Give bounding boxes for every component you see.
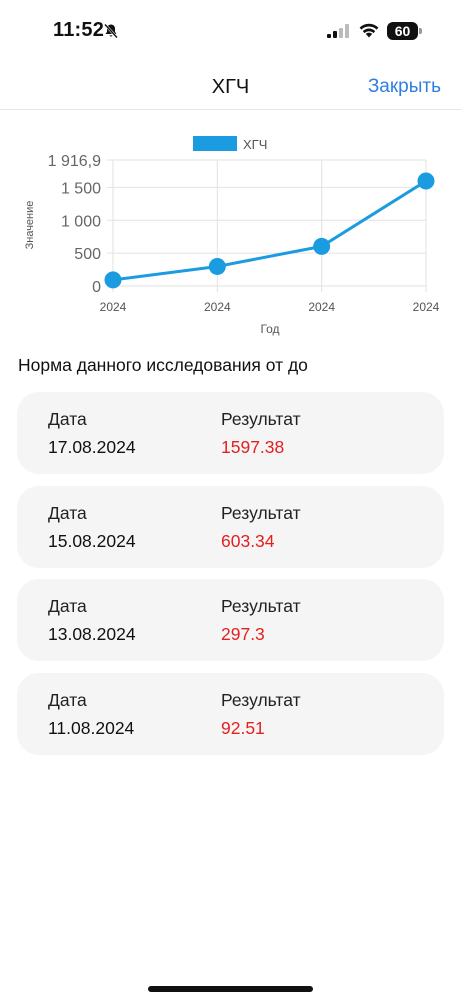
date-label: Дата <box>48 689 87 710</box>
x-tick-label: 2024 <box>413 300 440 314</box>
status-bar: 11:52 60 <box>0 0 461 60</box>
y-axis-title: Значение <box>24 201 36 250</box>
data-point <box>313 237 331 255</box>
legend-swatch <box>193 136 237 151</box>
page-title: ХГЧ <box>211 76 250 98</box>
x-tick-label: 2024 <box>100 300 127 314</box>
result-card[interactable]: Дата 13.08.2024 Результат 297.3 <box>17 579 444 661</box>
result-card[interactable]: Дата 17.08.2024 Результат 1597.38 <box>17 392 444 474</box>
date-value: 15.08.2024 <box>48 530 136 551</box>
status-time: 11:52 <box>53 19 105 41</box>
x-tick-label: 2024 <box>308 300 335 314</box>
line-chart: ХГЧ 0 500 1 000 1 500 1 916,9 2024 2024 2024 2024… <box>24 136 440 336</box>
battery-level: 60 <box>394 23 411 39</box>
y-tick-label: 500 <box>74 246 101 263</box>
result-label: Результат <box>221 596 301 616</box>
y-tick-label: 1 000 <box>61 213 101 230</box>
results-list: Дата 17.08.2024 Результат 1597.38 Дата 1… <box>17 392 444 766</box>
x-axis-title: Год <box>260 322 279 336</box>
y-tick-label: 1 916,9 <box>48 153 101 170</box>
result-card[interactable]: Дата 11.08.2024 Результат 92.51 <box>17 672 444 755</box>
date-value: 11.08.2024 <box>48 717 135 738</box>
result-label: Результат <box>221 409 301 429</box>
date-label: Дата <box>48 502 87 523</box>
result-value: 92.51 <box>221 717 265 738</box>
signal-icon <box>327 24 349 38</box>
wifi-icon <box>359 23 379 38</box>
bell-slash-icon <box>104 23 118 39</box>
data-point <box>417 172 435 190</box>
result-label: Результат <box>221 689 301 710</box>
close-button[interactable]: Закрыть <box>367 76 441 97</box>
result-card[interactable]: Дата 15.08.2024 Результат 603.34 <box>17 485 444 568</box>
battery-body <box>387 22 418 40</box>
data-point <box>104 271 122 289</box>
date-label: Дата <box>48 596 87 616</box>
result-value: 603.34 <box>221 530 275 551</box>
legend-label: ХГЧ <box>243 137 267 152</box>
data-point <box>208 257 226 275</box>
chart-container: ХГЧ 0 500 1 000 1 500 1 916,9 2024 2024 2024 2024… <box>0 125 461 345</box>
battery-icon: 60 <box>387 22 422 40</box>
result-label: Результат <box>221 502 301 523</box>
y-tick-label: 0 <box>92 279 101 296</box>
battery-cap <box>419 28 422 34</box>
series-line <box>112 179 427 282</box>
nav-bar: ХГЧ Закрыть <box>0 60 461 110</box>
date-label: Дата <box>48 409 87 429</box>
result-value: 297.3 <box>221 624 265 644</box>
x-tick-label: 2024 <box>204 300 231 314</box>
date-value: 17.08.2024 <box>48 437 136 457</box>
result-value: 1597.38 <box>221 437 285 457</box>
home-indicator[interactable] <box>148 986 313 992</box>
y-tick-label: 1 500 <box>61 180 101 197</box>
date-value: 13.08.2024 <box>48 624 136 644</box>
norm-text: Норма данного исследования от до <box>18 355 308 375</box>
